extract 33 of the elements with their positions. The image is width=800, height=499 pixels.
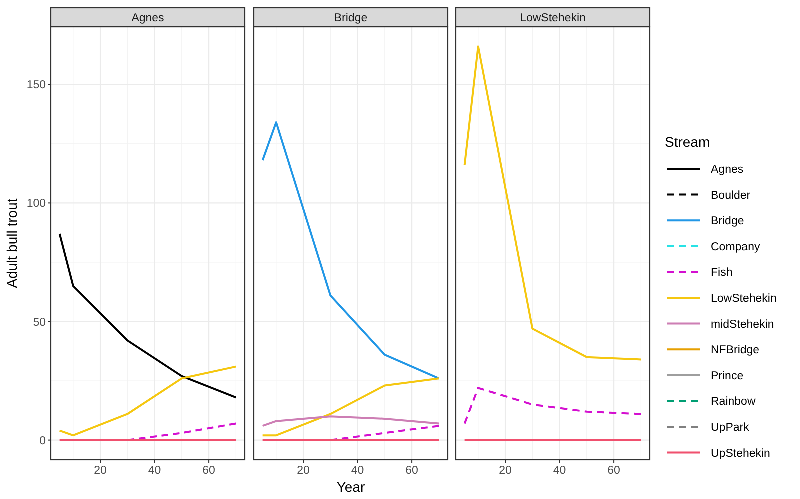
legend-title: Stream: [665, 134, 710, 150]
legend-label: UpPark: [711, 422, 750, 434]
x-tick-label: 60: [202, 465, 216, 477]
x-tick-label: 20: [499, 465, 512, 477]
x-axis-title: Year: [336, 479, 366, 495]
x-tick-label: 60: [406, 465, 418, 477]
legend-label: Bridge: [711, 216, 744, 228]
y-axis-title: Adult bull trout: [4, 198, 20, 288]
x-tick-label: 40: [351, 465, 364, 477]
x-tick-label: 20: [94, 465, 107, 477]
legend-label: Boulder: [711, 190, 751, 202]
legend-label: Agnes: [711, 164, 744, 176]
legend-label: midStehekin: [711, 318, 774, 331]
x-tick-label: 40: [148, 465, 162, 477]
legend-label: NFBridge: [711, 344, 760, 357]
y-tick-label: 0: [40, 435, 46, 448]
legend-label: Prince: [711, 370, 744, 382]
y-tick-label: 150: [26, 80, 46, 92]
x-tick-label: 60: [608, 465, 620, 477]
legend-label: Rainbow: [711, 396, 756, 408]
x-tick-label: 20: [297, 465, 310, 477]
x-tick-label: 40: [553, 465, 566, 477]
line-series: [58, 233, 238, 399]
chart-title: LowStehekin: [520, 12, 586, 24]
y-tick-label: 50: [33, 316, 46, 329]
y-tick-label: 100: [26, 198, 46, 210]
legend-label: UpStehekin: [711, 448, 770, 460]
legend-label: LowStehekin: [711, 293, 777, 305]
chart-title: Bridge: [334, 12, 368, 24]
legend-label: Fish: [711, 267, 733, 280]
legend-label: Company: [711, 241, 760, 254]
chart-title: Agnes: [132, 12, 165, 24]
line-series: [58, 366, 238, 437]
